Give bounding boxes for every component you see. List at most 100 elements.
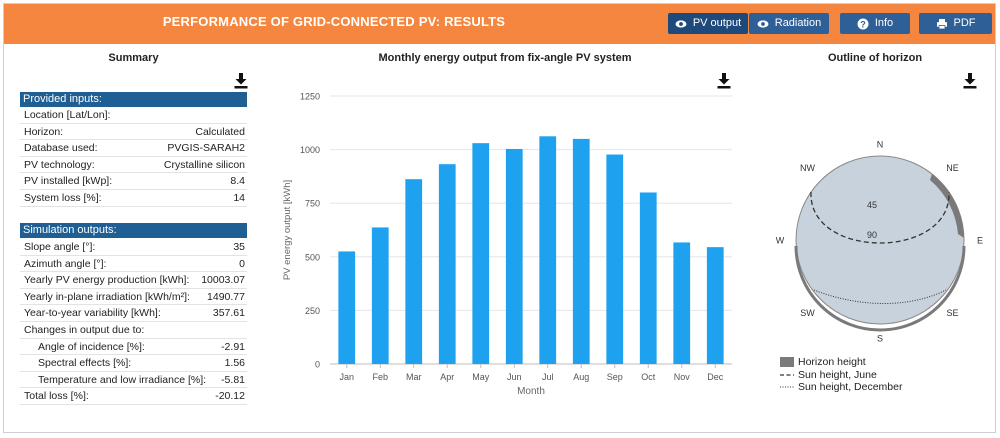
bar-aug xyxy=(572,138,590,364)
legend-swatch-dash xyxy=(780,374,794,376)
bar-dec xyxy=(706,247,724,364)
compass-label-ne: NE xyxy=(946,163,959,173)
header-bar: PERFORMANCE OF GRID-CONNECTED PV: RESULT… xyxy=(4,4,995,44)
row-value: -20.12 xyxy=(215,390,245,403)
summary-row: Total loss [%]: -20.12 xyxy=(20,388,247,405)
radiation-button[interactable]: Radiation xyxy=(749,13,829,34)
bar-feb xyxy=(371,227,389,364)
x-tick-label: Sep xyxy=(607,372,623,382)
row-value: 8.4 xyxy=(230,175,245,188)
download-icon[interactable] xyxy=(717,73,731,89)
info-label: Info xyxy=(874,17,894,29)
row-value: 357.61 xyxy=(212,307,245,320)
legend-label: Horizon height xyxy=(798,356,866,368)
bar-sep xyxy=(606,154,624,364)
row-label: Database used: xyxy=(24,142,98,155)
ring-label: 45 xyxy=(867,200,877,210)
summary-row: Changes in output due to: xyxy=(20,322,247,339)
summary-row: Year-to-year variability [kWh]: 357.61 xyxy=(20,305,247,322)
y-tick-label: 0 xyxy=(315,360,320,370)
compass-label-sw: SW xyxy=(800,308,815,318)
legend-sun-june: Sun height, June xyxy=(780,369,877,381)
legend-swatch-box xyxy=(780,357,794,367)
y-tick-label: 750 xyxy=(305,199,320,209)
horizon-rim xyxy=(794,245,966,332)
compass-label-e: E xyxy=(977,236,983,246)
x-tick-label: Nov xyxy=(674,372,691,382)
x-tick-label: Jan xyxy=(339,372,354,382)
x-tick-label: Mar xyxy=(406,372,422,382)
row-value: 35 xyxy=(233,241,245,253)
summary-row: Temperature and low irradiance [%]: -5.81 xyxy=(20,372,247,389)
row-label: Temperature and low irradiance [%]: xyxy=(38,373,207,386)
summary-row: Spectral effects [%]: 1.56 xyxy=(20,355,247,372)
legend-horizon-height: Horizon height xyxy=(780,356,866,368)
compass-label-s: S xyxy=(877,334,883,344)
row-value: PVGIS-SARAH2 xyxy=(167,142,245,155)
x-tick-label: May xyxy=(472,372,490,382)
row-label: Angle of incidence [%]: xyxy=(38,340,145,353)
summary-row: System loss [%]: 14 xyxy=(20,190,247,207)
chart-title: Monthly energy output from fix-angle PV … xyxy=(378,52,632,64)
summary-row: Angle of incidence [%]: -2.91 xyxy=(20,339,247,356)
row-label: Azimuth angle [°]: xyxy=(24,257,107,270)
row-label: Yearly PV energy production [kWh]: xyxy=(24,274,190,287)
simulation-outputs-header: Simulation outputs: xyxy=(20,223,247,238)
legend-label: Sun height, December xyxy=(798,381,903,393)
summary-row: Yearly PV energy production [kWh]: 10003.… xyxy=(20,272,247,289)
question-circle-icon: ? xyxy=(857,18,869,29)
x-tick-label: Jul xyxy=(542,372,554,382)
info-button[interactable]: ? Info xyxy=(840,13,910,34)
eye-icon xyxy=(757,19,769,28)
download-icon[interactable] xyxy=(234,73,248,89)
y-tick-label: 1250 xyxy=(300,92,320,102)
svg-text:?: ? xyxy=(860,19,866,29)
row-value: 1.56 xyxy=(224,357,245,370)
bar-jan xyxy=(338,251,356,364)
y-axis-label: PV energy output [kWh] xyxy=(282,180,293,280)
summary-row: Slope angle [°]: 35 xyxy=(20,239,247,256)
row-value: 1490.77 xyxy=(207,290,245,303)
ring-label: 90 xyxy=(867,230,877,240)
summary-row: PV technology: Crystalline silicon xyxy=(20,157,247,174)
sky-disc xyxy=(795,155,965,325)
provided-inputs-header: Provided inputs: xyxy=(20,92,247,107)
row-label: System loss [%]: xyxy=(24,192,102,204)
bar-jun xyxy=(505,148,523,364)
y-tick-label: 500 xyxy=(305,252,320,262)
y-tick-label: 1000 xyxy=(300,145,320,155)
row-value: 10003.07 xyxy=(201,274,245,287)
legend-sun-december: Sun height, December xyxy=(780,381,902,393)
page-title: PERFORMANCE OF GRID-CONNECTED PV: RESULT… xyxy=(162,14,506,29)
pdf-button[interactable]: PDF xyxy=(919,13,992,34)
download-icon[interactable] xyxy=(963,73,977,89)
row-label: Total loss [%]: xyxy=(24,390,89,403)
y-tick-label: 250 xyxy=(305,306,320,316)
x-tick-label: Feb xyxy=(372,372,388,382)
horizon-title: Outline of horizon xyxy=(827,52,923,64)
horizon-shade xyxy=(930,174,964,238)
bar-jul xyxy=(539,136,557,364)
summary-row: Location [Lat/Lon]: xyxy=(20,107,247,124)
sun-path-june xyxy=(810,191,950,244)
summary-row: Horizon: Calculated xyxy=(20,124,247,141)
pv-output-button[interactable]: PV output xyxy=(668,13,748,34)
row-label: Yearly in-plane irradiation [kWh/m²]: xyxy=(24,290,190,303)
row-label: Location [Lat/Lon]: xyxy=(24,109,111,121)
bar-may xyxy=(472,143,490,364)
pdf-label: PDF xyxy=(953,17,976,29)
bar-apr xyxy=(438,164,456,364)
compass-label-nw: NW xyxy=(800,163,815,173)
legend-swatch-dot xyxy=(780,386,794,388)
eye-icon xyxy=(675,19,687,28)
radiation-label: Radiation xyxy=(774,17,822,29)
x-tick-label: Oct xyxy=(641,372,656,382)
x-tick-label: Apr xyxy=(440,372,454,382)
row-value: Calculated xyxy=(195,125,245,138)
summary-title: Summary xyxy=(108,52,159,64)
bar-nov xyxy=(673,242,691,364)
row-value: 0 xyxy=(239,257,245,270)
summary-row: Yearly in-plane irradiation [kWh/m²]: 149… xyxy=(20,289,247,306)
compass-label-se: SE xyxy=(946,308,958,318)
x-tick-label: Dec xyxy=(707,372,724,382)
